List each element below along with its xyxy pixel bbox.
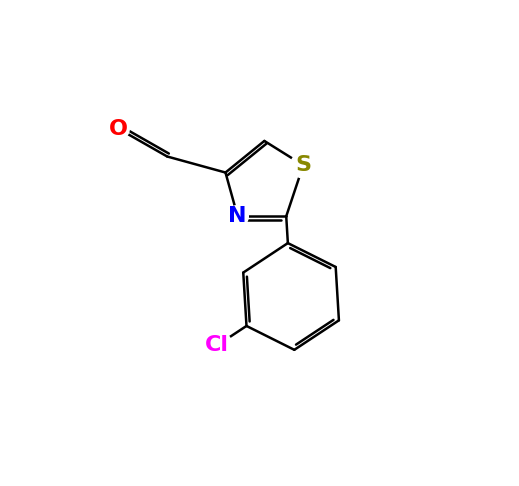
Text: N: N xyxy=(228,206,247,226)
Circle shape xyxy=(203,330,232,360)
Text: Cl: Cl xyxy=(206,335,229,355)
Circle shape xyxy=(291,153,316,178)
Circle shape xyxy=(227,206,248,227)
Circle shape xyxy=(108,118,129,139)
Text: O: O xyxy=(109,119,128,139)
Text: S: S xyxy=(295,155,311,175)
